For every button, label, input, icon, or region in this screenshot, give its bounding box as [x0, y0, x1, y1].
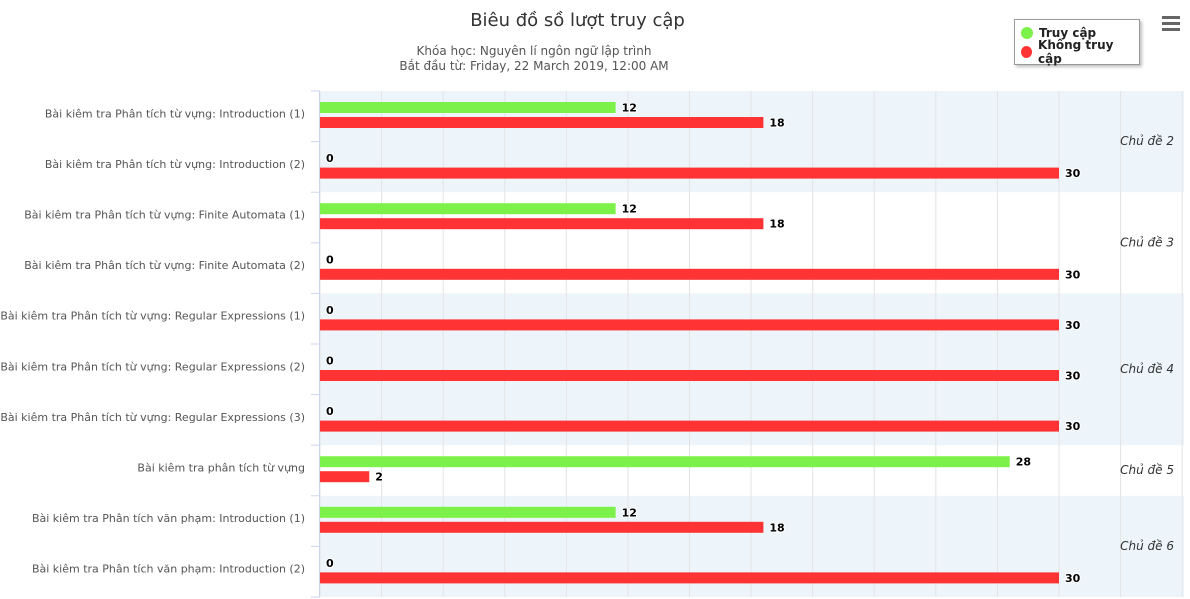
legend-item-not-accessed[interactable]: Không truy cập — [1021, 38, 1133, 66]
data-label-accessed: 12 — [622, 506, 637, 519]
data-label-not-accessed: 30 — [1065, 370, 1081, 383]
bar-not-accessed — [320, 370, 1059, 381]
category-label: Bài kiêm tra Phân tích từ vựng: Regular … — [0, 360, 305, 373]
data-label-accessed: 28 — [1016, 456, 1031, 469]
category-label: Bài kiêm tra phân tích từ vựng — [137, 462, 305, 475]
legend-label-not-accessed: Không truy cập — [1038, 37, 1114, 66]
category-label: Bài kiêm tra Phân tích từ vựng: Regular … — [0, 411, 305, 424]
category-label: Bài kiêm tra Phân tích từ vựng: Finite A… — [24, 259, 305, 272]
category-label: Bài kiêm tra Phân tích từ vựng: Introduc… — [45, 158, 305, 171]
bar-not-accessed — [320, 420, 1059, 432]
bar-accessed — [320, 102, 616, 113]
data-label-accessed: 0 — [326, 557, 334, 570]
group-label: Chủ đề 2 — [1120, 134, 1174, 148]
data-label-not-accessed: 30 — [1065, 268, 1081, 281]
group-label: Chủ đề 3 — [1120, 235, 1174, 249]
chart-subtitle: Khóa học: Nguyên lí ngôn ngữ lập trình B… — [0, 44, 1068, 74]
data-label-accessed: 0 — [326, 253, 334, 266]
bar-not-accessed — [320, 471, 370, 483]
category-label: Bài kiêm tra Phân tích văn phạm: Introdu… — [32, 563, 305, 576]
data-label-not-accessed: 30 — [1065, 572, 1081, 585]
bar-not-accessed — [320, 521, 764, 533]
group-label: Chủ đề 5 — [1120, 463, 1174, 477]
data-label-not-accessed: 30 — [1065, 420, 1081, 433]
bar-not-accessed — [320, 319, 1059, 331]
bar-accessed — [320, 506, 616, 518]
data-label-not-accessed: 30 — [1065, 319, 1081, 332]
legend-marker-not-accessed — [1021, 45, 1033, 58]
bar-not-accessed — [320, 572, 1059, 584]
data-label-accessed: 0 — [326, 152, 334, 165]
data-label-accessed: 0 — [326, 405, 334, 418]
group-label: Chủ đề 6 — [1120, 539, 1174, 553]
chart-title: Biêu đồ sồ lượt truy cập — [470, 10, 685, 31]
chart-legend: Truy cập Không truy cập — [1014, 19, 1140, 66]
legend-item-accessed[interactable]: Truy cập — [1021, 23, 1133, 42]
category-label: Bài kiêm tra Phân tích từ vựng: Finite A… — [24, 209, 305, 222]
bar-not-accessed — [320, 167, 1059, 179]
bar-accessed — [320, 203, 616, 215]
data-label-not-accessed: 18 — [769, 117, 784, 130]
category-label: Bài kiêm tra Phân tích văn phạm: Introdu… — [32, 512, 305, 525]
group-band — [320, 293, 1184, 446]
category-label: Bài kiêm tra Phân tích từ vựng: Introduc… — [45, 107, 305, 120]
subtitle-start-date: Bắt đầu từ: Friday, 22 March 2019, 12:00… — [399, 59, 669, 73]
category-label: Bài kiêm tra Phân tích từ vựng: Regular … — [0, 310, 305, 323]
bar-not-accessed — [320, 218, 764, 230]
data-label-accessed: 12 — [622, 102, 637, 115]
data-label-accessed: 0 — [326, 304, 334, 317]
legend-label-accessed: Truy cập — [1039, 25, 1097, 40]
data-label-not-accessed: 18 — [769, 218, 784, 231]
data-label-accessed: 0 — [326, 355, 334, 368]
bar-not-accessed — [320, 268, 1059, 280]
bar-not-accessed — [320, 117, 764, 128]
legend-marker-accessed — [1021, 26, 1033, 39]
bar-accessed — [320, 456, 1010, 468]
subtitle-course: Khóa học: Nguyên lí ngôn ngữ lập trình — [416, 44, 652, 58]
data-label-accessed: 12 — [622, 203, 637, 216]
data-label-not-accessed: 18 — [769, 521, 784, 534]
data-label-not-accessed: 2 — [375, 471, 383, 484]
group-label: Chủ đề 4 — [1120, 362, 1174, 376]
hamburger-menu-icon[interactable] — [1162, 16, 1180, 34]
data-label-not-accessed: 30 — [1065, 167, 1081, 180]
